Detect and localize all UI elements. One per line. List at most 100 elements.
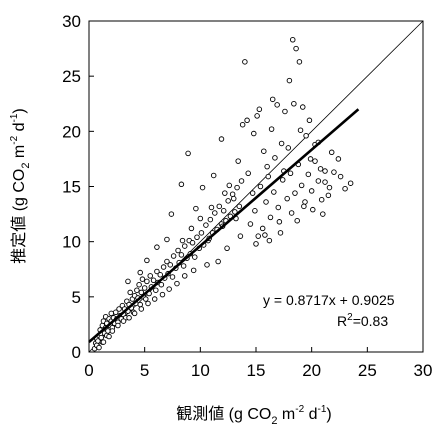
data-point — [185, 150, 191, 157]
data-point — [297, 127, 304, 133]
data-point — [322, 179, 328, 185]
x-tick-label: 10 — [191, 361, 210, 380]
data-point — [278, 140, 285, 147]
data-point — [222, 190, 228, 196]
data-point — [212, 210, 218, 216]
data-point — [175, 247, 181, 254]
data-point — [164, 258, 170, 265]
x-axis-label: 観測値 (g CO2 m-2 d-1) — [176, 404, 332, 427]
data-point — [253, 241, 259, 247]
data-point — [235, 158, 241, 164]
data-point — [134, 287, 140, 293]
data-point — [154, 268, 160, 275]
data-point — [300, 104, 306, 110]
data-point — [95, 338, 101, 344]
data-point — [127, 289, 133, 296]
data-point — [168, 211, 175, 217]
data-point — [144, 257, 150, 264]
y-tick-label: 10 — [62, 233, 81, 252]
y-tick-label: 0 — [72, 343, 81, 362]
regression-line — [88, 108, 360, 344]
data-point — [284, 195, 290, 202]
data-point — [308, 188, 315, 194]
data-point — [265, 173, 271, 180]
data-point — [328, 149, 335, 156]
data-point — [262, 232, 268, 238]
data-point — [236, 203, 243, 210]
data-point — [189, 240, 196, 246]
data-point — [190, 267, 197, 274]
data-point — [137, 269, 143, 276]
data-point — [178, 181, 185, 188]
data-point — [151, 296, 158, 302]
y-axis-label: 推定値 (g CO2 m-2 d-1) — [9, 108, 32, 264]
data-point — [229, 191, 236, 197]
data-point — [335, 156, 342, 162]
data-point — [164, 236, 170, 243]
data-point — [254, 113, 260, 119]
data-point — [318, 196, 325, 203]
data-point — [294, 217, 300, 224]
data-point — [288, 210, 295, 216]
x-tick-label: 25 — [358, 361, 377, 380]
data-point — [245, 170, 251, 177]
data-point — [143, 296, 149, 302]
data-point — [137, 301, 143, 308]
data-point — [256, 106, 263, 113]
data-point — [230, 195, 237, 202]
data-point — [98, 334, 104, 341]
data-point — [242, 59, 248, 65]
data-point — [199, 184, 206, 191]
data-point — [139, 276, 146, 282]
data-point — [210, 172, 217, 179]
x-tick-label: 20 — [302, 361, 321, 380]
data-point — [106, 333, 112, 340]
data-point — [271, 189, 277, 195]
data-point — [312, 158, 318, 164]
data-point — [310, 206, 316, 213]
data-point — [159, 291, 166, 298]
data-point — [266, 237, 273, 244]
data-point — [96, 344, 102, 351]
data-point — [286, 77, 293, 84]
data-point — [320, 211, 326, 217]
data-point — [296, 59, 303, 65]
data-point — [298, 182, 305, 189]
data-point — [234, 184, 240, 191]
data-point — [238, 178, 245, 184]
data-point — [252, 208, 258, 214]
data-point — [337, 173, 344, 180]
data-point — [131, 310, 138, 317]
data-point — [301, 203, 307, 210]
data-point — [157, 272, 164, 278]
axis-ticks — [88, 20, 424, 353]
data-point — [276, 219, 283, 225]
data-point — [224, 245, 230, 252]
data-point — [181, 243, 188, 249]
data-point — [138, 289, 145, 296]
data-point — [302, 199, 308, 205]
r-squared-label: R2=0.83 — [337, 312, 388, 329]
data-point — [147, 273, 153, 279]
y-tick-label: 30 — [62, 12, 81, 31]
data-point — [167, 262, 174, 268]
data-point — [194, 234, 200, 241]
data-point — [112, 309, 119, 316]
data-point — [291, 100, 297, 107]
data-point — [109, 328, 116, 334]
data-point — [272, 155, 278, 161]
data-point — [174, 280, 180, 287]
data-point — [169, 274, 176, 280]
data-point — [307, 156, 314, 162]
data-point — [259, 225, 266, 232]
data-point — [100, 339, 107, 345]
data-point — [154, 244, 160, 250]
data-point — [292, 190, 298, 196]
data-point — [326, 184, 333, 191]
data-point — [239, 121, 246, 128]
data-point — [181, 273, 188, 279]
y-tick-label: 15 — [62, 178, 81, 197]
data-point — [268, 126, 275, 132]
data-point — [105, 328, 111, 334]
data-point — [220, 208, 227, 214]
